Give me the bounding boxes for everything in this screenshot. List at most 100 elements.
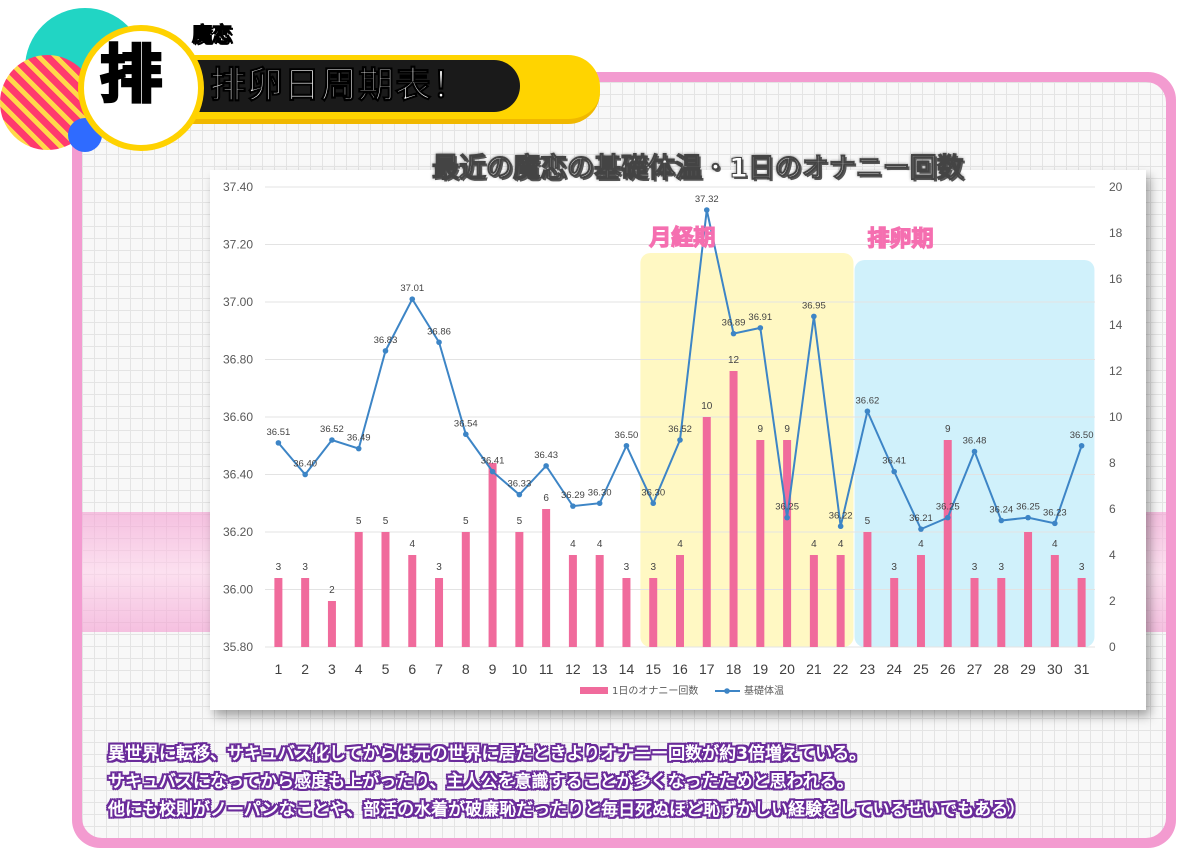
temperature-point	[489, 468, 496, 475]
temperature-point	[864, 408, 871, 415]
bar	[461, 532, 470, 647]
temperature-point	[543, 463, 549, 469]
bar	[809, 555, 818, 647]
legend-swatch-bars	[580, 687, 608, 694]
x-tick-label: 17	[699, 661, 715, 677]
y-left-tick-label: 35.80	[223, 640, 253, 654]
temperature-value-label: 36.40	[293, 459, 317, 470]
zone-band	[640, 253, 854, 647]
bar-value-label: 3	[891, 562, 897, 573]
caption: 異世界に転移、サキュバス化してからは元の世界に居たときよりオナニー回数が約3倍増…	[108, 740, 1148, 824]
x-tick-label: 9	[489, 661, 497, 677]
y-right-tick-label: 20	[1109, 180, 1123, 194]
y-left-tick-label: 36.60	[223, 410, 253, 424]
x-tick-label: 21	[806, 661, 822, 677]
bar	[649, 578, 658, 647]
y-right-tick-label: 12	[1109, 364, 1123, 378]
x-tick-label: 28	[994, 661, 1010, 677]
x-tick-label: 16	[672, 661, 688, 677]
bar	[622, 578, 631, 647]
x-tick-label: 31	[1074, 661, 1090, 677]
temperature-point	[757, 325, 764, 331]
bar	[1077, 578, 1086, 647]
y-left-tick-label: 37.00	[223, 295, 253, 309]
bar	[542, 509, 551, 647]
temperature-value-label: 36.86	[427, 326, 451, 337]
bar-value-label: 4	[409, 539, 415, 550]
temperature-point	[623, 442, 630, 449]
x-tick-label: 24	[886, 661, 902, 677]
y-left-tick-label: 36.80	[223, 353, 253, 367]
caption-line: 他にも校則がノーパンなことや、部活の水着が破廉恥だったりと毎日死ぬほど恥ずかしい…	[108, 800, 1026, 820]
zone-label: 月経期	[648, 225, 715, 251]
temperature-value-label: 36.41	[882, 456, 906, 467]
bar-value-label: 9	[945, 424, 951, 435]
y-right-tick-label: 6	[1109, 502, 1116, 516]
temperature-value-label: 36.49	[347, 433, 371, 444]
temperature-point	[516, 491, 523, 498]
x-tick-label: 10	[512, 661, 528, 677]
x-tick-label: 29	[1020, 661, 1036, 677]
temperature-value-label: 36.52	[320, 424, 344, 435]
bar	[488, 463, 497, 647]
temperature-point	[677, 437, 683, 443]
zone-label: 排卵期	[868, 227, 934, 252]
temperature-point	[811, 313, 817, 320]
bar-value-label: 3	[650, 562, 656, 573]
bar	[943, 440, 952, 647]
x-tick-label: 3	[328, 661, 336, 677]
x-tick-label: 22	[833, 661, 849, 677]
bar-value-label: 4	[677, 539, 683, 550]
x-tick-label: 12	[565, 661, 581, 677]
temperature-value-label: 36.24	[989, 505, 1013, 516]
x-tick-label: 18	[726, 661, 742, 677]
temperature-value-label: 36.54	[454, 418, 478, 429]
temperature-value-label: 36.22	[829, 510, 853, 521]
x-tick-label: 4	[355, 661, 363, 677]
temperature-value-label: 36.50	[1070, 430, 1094, 441]
badge-circle	[78, 25, 204, 151]
bar-value-label: 4	[838, 539, 844, 550]
bar-value-label: 3	[999, 562, 1005, 573]
bar	[301, 578, 310, 647]
page-title: 排卵日周期表！	[209, 65, 470, 107]
bar	[702, 417, 711, 647]
bar	[381, 532, 390, 647]
temperature-point	[784, 514, 790, 521]
chart-panel: 35.80 36.00 36.20 36.40 36.60 36.80 37.00 37.20…	[210, 170, 1146, 710]
bar-value-label: 3	[1079, 562, 1085, 573]
bar-value-label: 3	[972, 562, 978, 573]
x-tick-label: 26	[940, 661, 956, 677]
bar	[783, 440, 792, 647]
x-tick-label: 30	[1047, 661, 1063, 677]
temperature-value-label: 36.30	[588, 487, 612, 498]
x-tick-label: 1	[274, 661, 282, 677]
bar-value-label: 9	[784, 424, 790, 435]
x-tick-label: 25	[913, 661, 929, 677]
temperature-value-label: 36.29	[561, 490, 585, 501]
bar-value-label: 2	[329, 585, 335, 596]
y-left-tick-label: 36.20	[223, 525, 253, 539]
bar-value-label: 5	[383, 516, 389, 527]
y-left-tick-label: 36.40	[223, 468, 253, 482]
temperature-value-label: 36.25	[775, 502, 799, 513]
temperature-value-label: 36.89	[722, 318, 746, 329]
temperature-value-label: 36.95	[802, 300, 826, 311]
x-tick-label: 2	[301, 661, 309, 677]
bar	[676, 555, 684, 647]
legend-label-bars: 1日のオナニー回数	[612, 684, 698, 697]
bar	[863, 532, 872, 647]
caption-line: サキュバスになってから感度も上がったり、主人公を意識することが多くなったためと思…	[108, 772, 854, 792]
y-right-tick-label: 4	[1109, 548, 1116, 562]
x-tick-label: 7	[435, 661, 443, 677]
bar	[970, 578, 979, 647]
temperature-point	[329, 437, 335, 443]
bar-value-label: 4	[811, 539, 817, 550]
temperature-point	[971, 448, 978, 455]
bar-value-label: 4	[1052, 539, 1058, 550]
temperature-value-label: 36.41	[481, 456, 505, 467]
bar	[1050, 555, 1059, 647]
x-tick-label: 23	[860, 661, 876, 677]
y-right-tick-label: 14	[1109, 318, 1123, 332]
x-tick-label: 14	[619, 661, 635, 677]
